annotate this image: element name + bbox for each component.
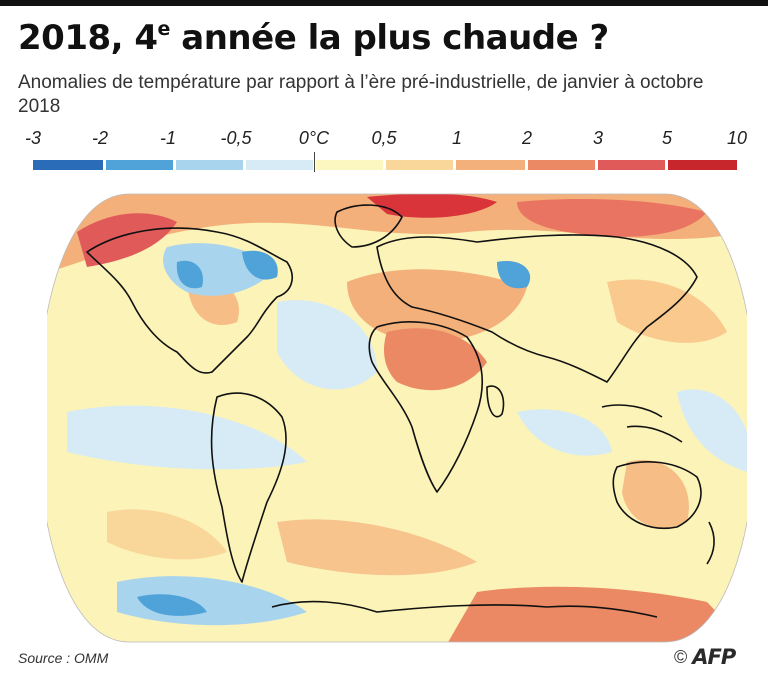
copyright-symbol: © (674, 646, 688, 667)
australia-warm (622, 460, 689, 528)
legend-label: 0°C (298, 128, 330, 148)
antarctic-warm (447, 586, 747, 642)
legend-swatch (456, 160, 525, 170)
temperature-legend: -3 -2 -1 -0,5 0°C 0,5 1 2 3 5 10 (0, 128, 768, 174)
south-pacific-warm (107, 509, 227, 560)
source-note: Source : OMM (18, 650, 109, 666)
page-title: 2018, 4e année la plus chaude ? (18, 18, 609, 58)
legend-label: 0,5 (371, 128, 397, 148)
legend-label: -1 (159, 128, 177, 148)
title-rest: année la plus chaude ? (169, 18, 609, 58)
credit: © AFP (674, 645, 736, 669)
indian-ocean-cool (517, 409, 612, 456)
legend-swatch (386, 160, 453, 170)
world-anomaly-map (47, 193, 747, 643)
eurasia-outline (376, 234, 698, 383)
legend-swatch (106, 160, 173, 170)
legend-swatch (528, 160, 595, 170)
map-frame (47, 193, 747, 643)
coastlines (86, 204, 715, 618)
title-ordinal-suffix: e (157, 18, 171, 40)
world-map (47, 192, 747, 644)
antarctica-outline (271, 600, 658, 618)
legend-swatch (316, 160, 383, 170)
legend-label: -0,5 (220, 128, 252, 148)
legend-label: -3 (24, 128, 42, 148)
australia-outline (612, 461, 702, 529)
top-rule (0, 0, 768, 6)
siberia-hot-zone (517, 199, 707, 237)
sahara-warm (384, 328, 487, 391)
afp-logo: AFP (692, 645, 736, 669)
tropical-pacific-cool (67, 405, 307, 470)
legend-swatch (668, 160, 737, 170)
title-main: 2018, 4 (18, 18, 158, 58)
legend-label: -2 (91, 128, 109, 148)
west-pacific-cool (677, 389, 747, 472)
greenland-sea-hot-zone (367, 194, 497, 218)
legend-swatch (598, 160, 665, 170)
page-subtitle: Anomalies de température par rapport à l… (18, 72, 704, 117)
north-america-outline (86, 227, 293, 374)
legend-label: 2 (521, 128, 533, 148)
legend-swatch (33, 160, 103, 170)
south-atlantic-warm (277, 519, 477, 576)
legend-label: 10 (726, 128, 748, 148)
legend-swatch (176, 160, 243, 170)
hudson-cold-zone (242, 250, 278, 280)
africa-outline (368, 321, 483, 493)
alaska-hot-zone (77, 213, 177, 267)
legend-label: 5 (661, 128, 673, 148)
north-atlantic-cool (277, 300, 377, 390)
legend-swatch (246, 160, 313, 170)
new-zealand-outline (706, 521, 715, 565)
southern-ocean-cold-zone (137, 594, 207, 616)
legend-label: 3 (592, 128, 604, 148)
legend-zero-tick (314, 152, 315, 172)
indonesia-outline (601, 404, 683, 443)
madagascar-outline (486, 385, 505, 418)
greenland-outline (334, 204, 403, 248)
canada-cold-zone (176, 260, 203, 289)
legend-label: 1 (451, 128, 463, 148)
central-asia-cold-zone (497, 261, 531, 289)
south-america-outline (210, 392, 287, 583)
